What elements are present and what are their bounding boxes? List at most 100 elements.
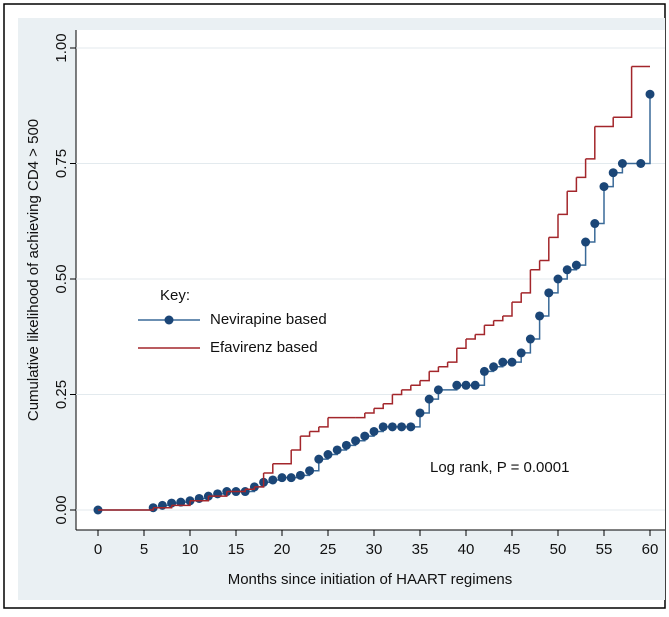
y-tick-label: 0.50 <box>53 264 70 293</box>
step-segment <box>594 117 614 128</box>
data-point <box>489 362 499 372</box>
data-point <box>369 426 379 436</box>
step-segment <box>401 385 412 391</box>
step-segment <box>558 191 568 216</box>
step-segment <box>484 320 495 326</box>
step-segment <box>475 325 486 336</box>
step-segment <box>512 292 522 303</box>
annotation: Log rank, P = 0.0001 <box>430 459 569 476</box>
data-point <box>636 159 646 168</box>
data-point <box>213 489 223 499</box>
y-tick-label: 0.00 <box>53 495 70 524</box>
data-point <box>360 431 370 441</box>
step-segment <box>309 426 320 433</box>
data-point <box>507 357 517 367</box>
data-point <box>378 422 388 432</box>
data-point <box>452 380 462 390</box>
step-segment <box>447 348 458 363</box>
y-tick-label: 0.75 <box>53 149 70 178</box>
data-point <box>470 380 480 390</box>
step-segment <box>208 491 228 497</box>
step-segment <box>438 362 449 368</box>
data-point <box>498 357 508 367</box>
step-segment <box>456 339 467 350</box>
step-segment <box>613 66 633 119</box>
step-segment <box>245 486 256 490</box>
step-segment <box>355 412 366 419</box>
data-point <box>397 422 407 432</box>
step-segment <box>576 158 587 179</box>
x-tick-label: 15 <box>228 541 245 558</box>
step-segment <box>291 436 302 451</box>
data-point <box>424 394 434 404</box>
x-tick-label: 30 <box>366 541 383 558</box>
x-tick-label: 60 <box>642 541 659 558</box>
data-point <box>525 334 535 344</box>
step-segment <box>254 473 265 488</box>
data-point <box>295 470 305 480</box>
legend-label: Nevirapine based <box>210 311 327 328</box>
step-segment <box>374 403 384 410</box>
data-point <box>433 385 443 395</box>
data-point <box>590 219 600 229</box>
data-point <box>387 422 397 432</box>
data-point <box>194 493 204 503</box>
data-point <box>314 454 324 464</box>
step-segment <box>521 269 532 294</box>
data-point <box>406 422 416 432</box>
data-point <box>562 265 572 275</box>
step-segment <box>429 366 440 373</box>
y-axis-label: Cumulative likelihood of achieving CD4 >… <box>25 119 42 421</box>
step-segment <box>190 496 210 502</box>
step-segment <box>392 389 403 396</box>
x-tick-label: 5 <box>140 541 148 558</box>
data-point <box>341 440 351 450</box>
step-segment <box>548 214 559 239</box>
x-tick-label: 20 <box>274 541 291 558</box>
x-tick-label: 45 <box>504 541 521 558</box>
step-segment <box>263 463 274 474</box>
data-point <box>415 408 425 418</box>
x-tick-label: 55 <box>596 541 613 558</box>
data-point <box>571 260 581 270</box>
step-segment <box>420 371 430 382</box>
step-segment <box>530 260 541 271</box>
y-tick-label: 1.00 <box>53 33 70 62</box>
step-segment <box>585 126 596 160</box>
x-tick-label: 25 <box>320 541 337 558</box>
legend-title: Key: <box>160 287 190 304</box>
x-tick-label: 0 <box>94 541 102 558</box>
x-tick-label: 35 <box>412 541 429 558</box>
x-tick-label: 50 <box>550 541 567 558</box>
data-point <box>461 380 471 390</box>
step-segment <box>153 505 173 509</box>
x-tick-label: 40 <box>458 541 475 558</box>
step-segment <box>226 489 246 493</box>
y-tick-label: 0.25 <box>53 380 70 409</box>
data-point <box>581 237 591 247</box>
x-tick-label: 10 <box>182 541 199 558</box>
legend-marker <box>164 315 174 325</box>
data-point <box>351 436 361 446</box>
data-point <box>608 168 618 178</box>
data-point <box>544 288 554 298</box>
data-point <box>645 89 655 99</box>
data-point <box>479 366 489 376</box>
data-point <box>516 348 526 358</box>
step-segment <box>410 380 421 387</box>
step-segment <box>318 417 329 428</box>
step-segment <box>466 334 476 340</box>
step-segment <box>567 177 578 192</box>
data-point <box>176 497 186 507</box>
data-point <box>535 311 545 321</box>
data-point <box>268 475 278 485</box>
legend-label: Efavirenz based <box>210 339 318 356</box>
step-segment <box>493 315 504 322</box>
step-segment <box>272 449 292 465</box>
step-segment <box>502 302 513 317</box>
step-segment <box>383 394 394 405</box>
data-point <box>305 466 315 476</box>
step-segment <box>539 237 550 262</box>
plot-area <box>76 30 665 530</box>
